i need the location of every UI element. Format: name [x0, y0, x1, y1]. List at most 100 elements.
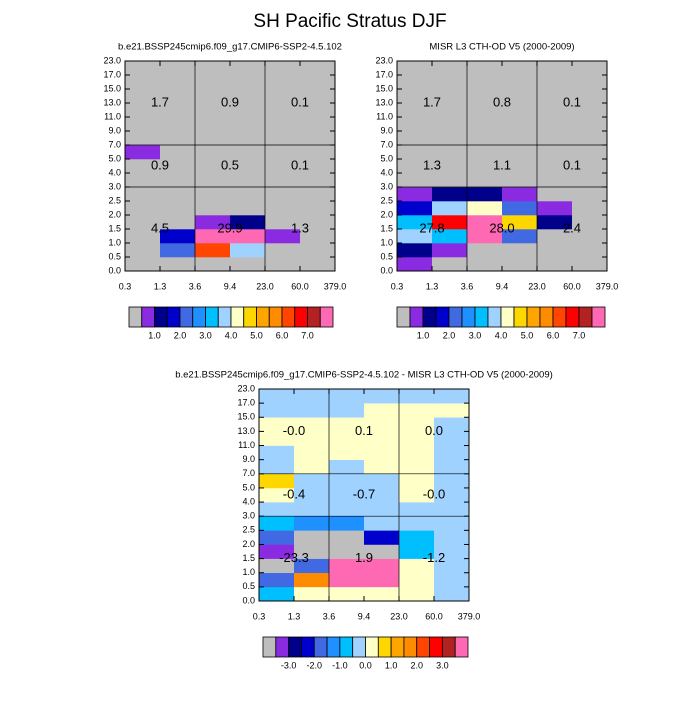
y-tick-label: 9.0	[380, 125, 393, 135]
cell	[364, 487, 400, 503]
colorbar-tick-label: 5.0	[250, 330, 263, 340]
cell	[329, 572, 365, 588]
cell	[125, 187, 161, 202]
cell	[572, 75, 608, 90]
cell	[364, 389, 400, 404]
y-tick-label: 4.0	[380, 167, 393, 177]
cell	[195, 243, 231, 258]
cell	[434, 530, 470, 545]
cell	[259, 502, 295, 517]
cell	[160, 257, 196, 272]
cell	[572, 159, 608, 174]
y-tick-label: 23.0	[237, 383, 255, 393]
y-tick-label: 2.5	[380, 195, 393, 205]
cell	[397, 187, 433, 202]
cell	[537, 145, 573, 160]
cell	[265, 201, 301, 216]
cell	[195, 257, 231, 272]
colorbar-box	[275, 636, 290, 658]
cell	[329, 558, 365, 574]
x-tick-label: 60.0	[291, 281, 309, 291]
cell	[294, 473, 330, 489]
cell	[537, 187, 573, 202]
cell	[432, 215, 468, 230]
cell	[502, 131, 538, 146]
y-tick-label: 11.0	[238, 440, 255, 450]
y-tick-label: 9.0	[242, 454, 255, 464]
y-tick-label: 7.0	[242, 468, 255, 478]
y-tick-label: 2.0	[380, 209, 393, 219]
colorbar-box	[166, 306, 181, 328]
x-tick-label: 23.0	[528, 281, 546, 291]
cell	[195, 75, 231, 90]
cell	[265, 215, 301, 230]
colorbar-box	[377, 636, 392, 658]
cell	[467, 131, 503, 146]
cell	[537, 131, 573, 146]
cell	[432, 229, 468, 244]
cell	[259, 403, 295, 418]
cell	[230, 61, 266, 76]
x-tick-label: 379.0	[324, 281, 347, 291]
cell	[294, 487, 330, 503]
cell	[397, 145, 433, 160]
cell	[432, 117, 468, 132]
cell	[160, 103, 196, 118]
cell	[434, 516, 470, 531]
colorbar-box	[319, 306, 334, 328]
cell	[329, 431, 365, 446]
cell	[502, 75, 538, 90]
cell	[397, 61, 433, 76]
colorbar-tick-label: 7.0	[301, 330, 314, 340]
cell	[294, 516, 330, 531]
y-tick-label: 0.0	[242, 595, 255, 605]
colorbar-tick-label: 6.0	[276, 330, 289, 340]
colorbar-tick-label: 2.0	[443, 330, 456, 340]
cell	[399, 403, 435, 418]
cell	[160, 117, 196, 132]
colorbar-box	[179, 306, 194, 328]
cell	[195, 159, 231, 174]
x-tick-label: 9.4	[358, 611, 371, 621]
y-tick-label: 11.0	[104, 111, 121, 121]
block-label: 1.7	[423, 94, 441, 109]
cell	[397, 173, 433, 188]
y-tick-label: 1.5	[108, 223, 121, 233]
cell	[537, 75, 573, 90]
colorbar-tick-label: 3.0	[436, 660, 449, 670]
cell	[300, 103, 336, 118]
y-tick-label: 2.0	[108, 209, 121, 219]
cell	[397, 257, 433, 272]
block-label: 0.1	[563, 94, 581, 109]
colorbar-tick-label: 2.0	[174, 330, 187, 340]
y-tick-label: 4.0	[108, 167, 121, 177]
cell	[467, 117, 503, 132]
cell	[434, 389, 470, 404]
colorbar-box	[256, 306, 270, 328]
cell	[434, 473, 470, 489]
x-tick-label: 9.4	[496, 281, 509, 291]
block-label: -1.2	[423, 550, 445, 565]
cell	[467, 89, 503, 104]
cell	[364, 530, 400, 545]
cell	[397, 103, 433, 118]
cell	[265, 243, 301, 258]
cell	[572, 173, 608, 188]
block-label: 0.9	[221, 94, 239, 109]
colorbar-box	[352, 636, 366, 658]
x-tick-label: 0.3	[253, 611, 266, 621]
cell	[467, 187, 503, 202]
x-tick-label: 23.0	[256, 281, 274, 291]
colorbar-box	[192, 306, 206, 328]
cell	[230, 103, 266, 118]
cell	[399, 530, 435, 545]
cell	[300, 257, 336, 272]
cell	[572, 201, 608, 216]
cell	[432, 243, 468, 258]
cell	[294, 431, 330, 446]
cell	[467, 257, 503, 272]
block-label: 4.5	[151, 220, 169, 235]
x-tick-label: 3.6	[323, 611, 336, 621]
colorbar-box	[288, 636, 302, 658]
cell	[160, 173, 196, 188]
